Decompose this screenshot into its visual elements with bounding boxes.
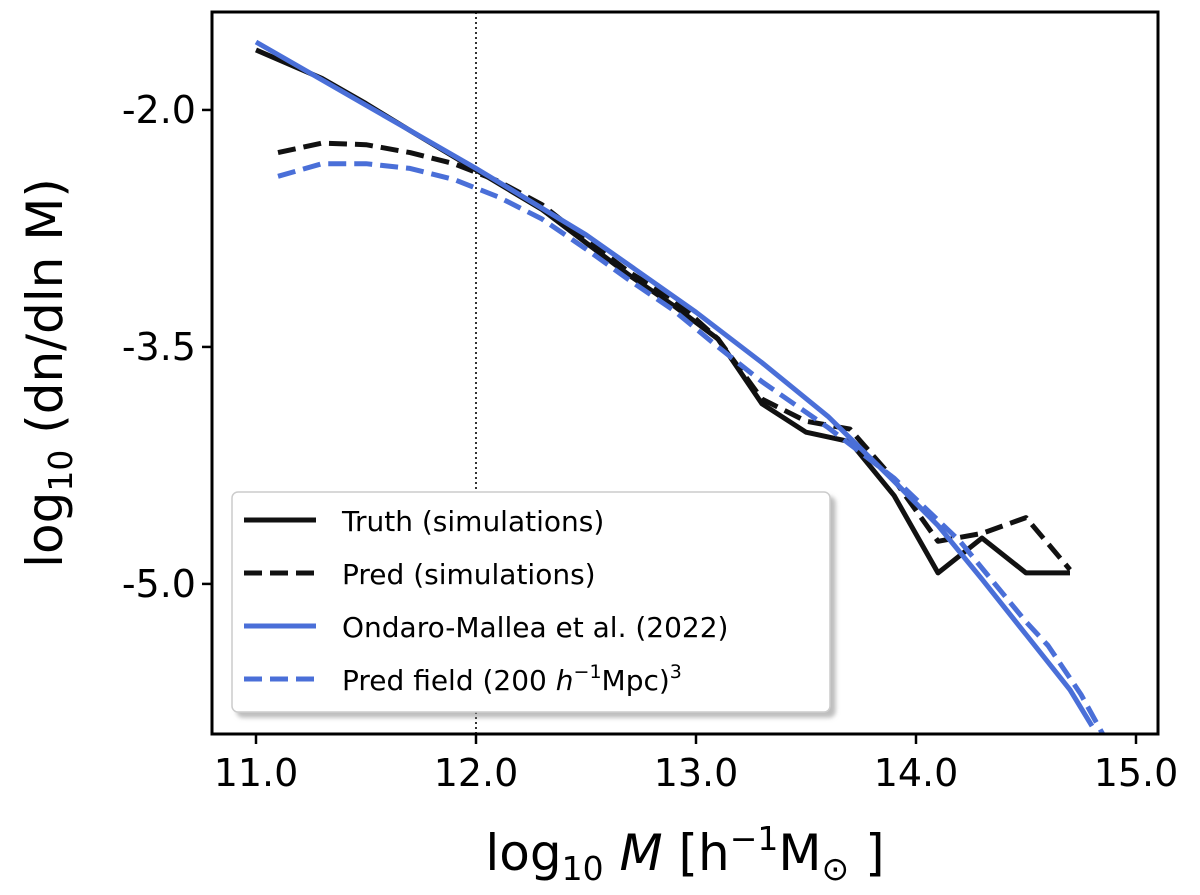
legend-label-ondaro: Ondaro-Mallea et al. (2022) (342, 611, 728, 644)
x-axis-ticks: 11.0 12.0 13.0 14.0 15.0 (214, 734, 1179, 795)
x-tick-label: 12.0 (434, 751, 519, 795)
x-axis-label: log10 M [h−1M⊙ ] (485, 819, 884, 888)
x-tick-label: 14.0 (874, 751, 959, 795)
x-tick-label: 15.0 (1094, 751, 1179, 795)
legend: Truth (simulations) Pred (simulations) O… (231, 491, 831, 713)
y-tick-label: -2.0 (122, 88, 196, 132)
legend-label-pred-sim: Pred (simulations) (342, 558, 596, 591)
legend-label-truth: Truth (simulations) (341, 505, 604, 538)
legend-box (231, 491, 831, 713)
y-tick-label: -5.0 (122, 562, 196, 606)
series-ondaro-line (254, 39, 1095, 728)
y-axis-label: log10 (dn/dln M) (16, 178, 80, 568)
series-pred-sim-line (277, 140, 1072, 572)
y-tick-label: -3.5 (122, 325, 196, 369)
series-pred-field-line (277, 161, 1106, 734)
y-axis-ticks: -2.0 -3.5 -5.0 (122, 88, 212, 606)
x-tick-label: 13.0 (654, 751, 739, 795)
series-layer (254, 39, 1106, 734)
legend-label-pred-field: Pred field (200 h−1Mpc)3 (342, 661, 682, 697)
x-tick-label: 11.0 (214, 751, 299, 795)
plot-frame (210, 10, 1160, 736)
